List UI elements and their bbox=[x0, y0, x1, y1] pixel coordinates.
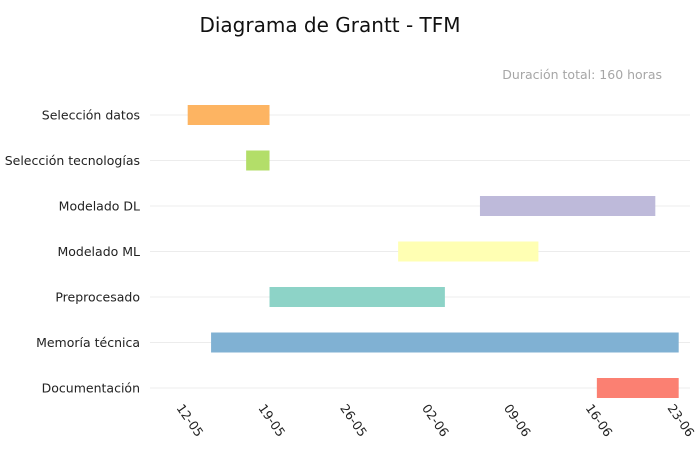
x-tick-label: 02-06 bbox=[419, 401, 452, 439]
x-tick-label: 12-05 bbox=[174, 401, 207, 439]
task-label: Modelado DL bbox=[59, 199, 140, 214]
task-label: Selección tecnologías bbox=[5, 153, 140, 168]
task-label: Memoría técnica bbox=[36, 335, 140, 350]
task-label: Modelado ML bbox=[58, 244, 141, 259]
x-axis-ticks: 12-05 19-05 26-05 02-06 09-06 16-06 23-06 bbox=[174, 401, 698, 439]
task-bar bbox=[187, 105, 270, 125]
x-tick-label: 23-06 bbox=[665, 401, 698, 439]
task-bar bbox=[211, 332, 679, 353]
x-tick-label: 16-06 bbox=[583, 401, 616, 439]
task-labels: Selección datos Selección tecnologías Mode… bbox=[5, 108, 140, 396]
x-tick-label: 09-06 bbox=[501, 401, 534, 439]
task-bar bbox=[269, 287, 445, 307]
task-bar bbox=[246, 150, 270, 171]
task-bar bbox=[479, 196, 656, 216]
task-bar bbox=[596, 378, 679, 398]
task-bar bbox=[398, 241, 539, 262]
total-duration-label: Duración total: 160 horas bbox=[502, 67, 662, 82]
x-tick-label: 19-05 bbox=[255, 401, 288, 439]
task-bars bbox=[187, 105, 679, 398]
chart-title: Diagrama de Grantt - TFM bbox=[199, 13, 460, 37]
task-label: Documentación bbox=[42, 381, 140, 396]
task-label: Selección datos bbox=[42, 108, 140, 123]
task-label: Preprocesado bbox=[55, 290, 140, 305]
x-tick-label: 26-05 bbox=[337, 401, 370, 439]
